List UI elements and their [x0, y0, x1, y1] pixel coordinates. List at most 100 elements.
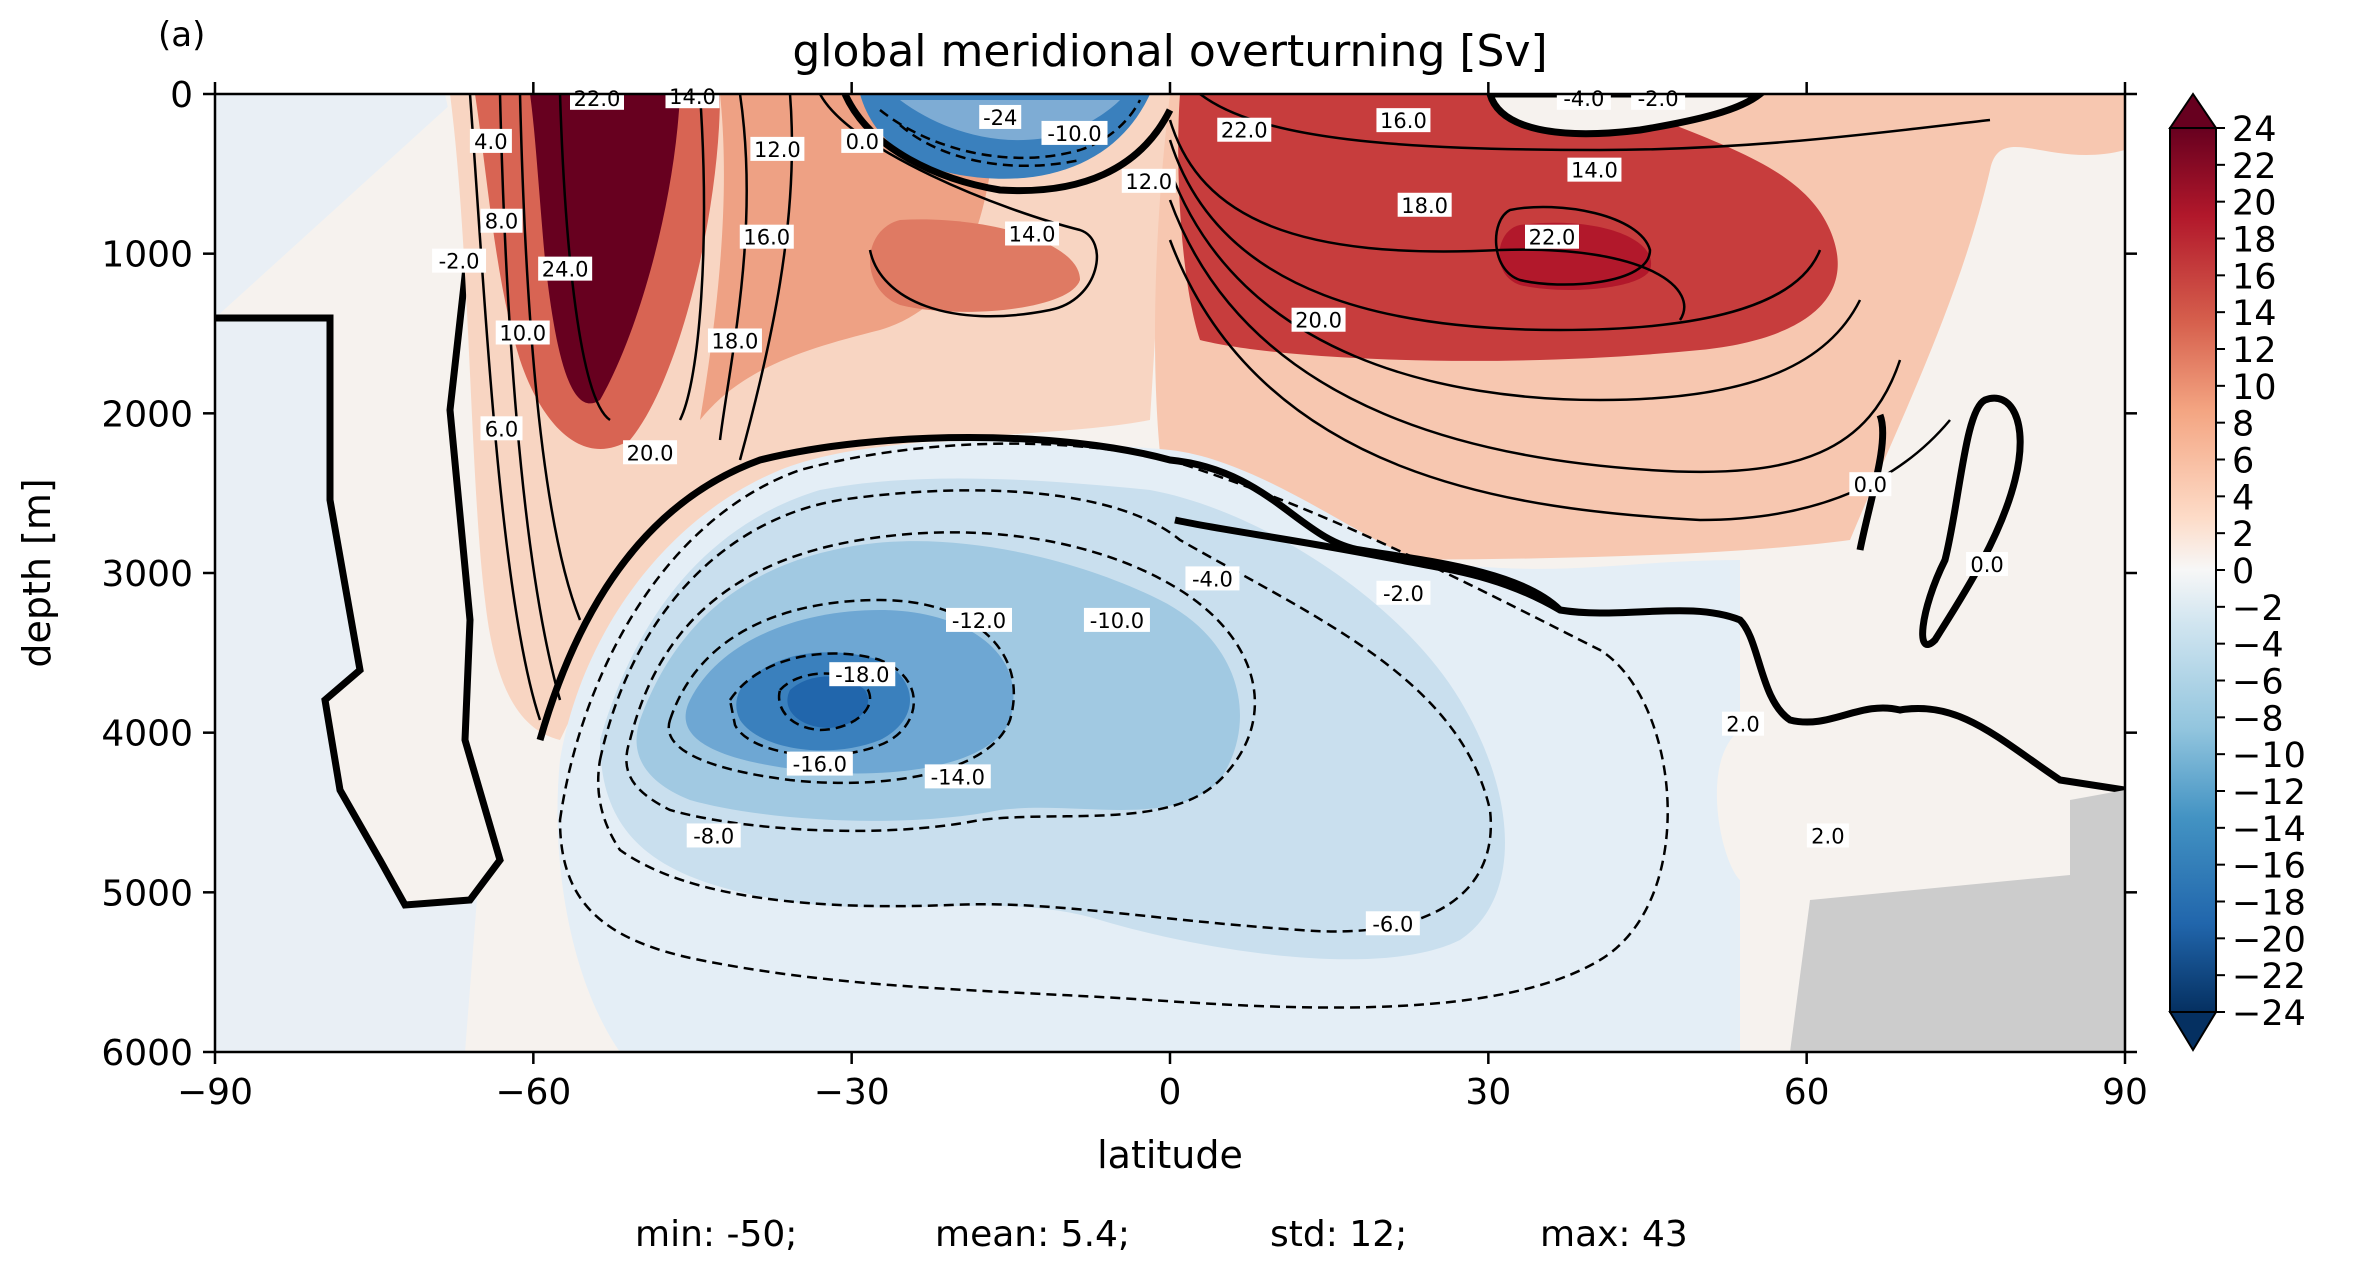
- contour-label-bg: [1376, 108, 1431, 133]
- y-tick-label: 4000: [101, 714, 193, 755]
- x-tick-label: −60: [495, 1072, 571, 1113]
- colorbar-ticks: 242220181614121086420−2−4−6−8−10−12−14−1…: [2216, 110, 2306, 1034]
- colorbar-tick-label: 18: [2232, 221, 2277, 261]
- contour-label-bg: [1631, 85, 1686, 110]
- contour-label-text: 16.0: [743, 226, 790, 250]
- contour-label: -6.0: [1365, 911, 1420, 936]
- contour-label: 0.0: [1849, 472, 1892, 497]
- contour-label: 22.0: [1525, 224, 1579, 250]
- contour-label-text: 24.0: [542, 258, 589, 282]
- contour-label: 16.0: [739, 224, 794, 250]
- stats-footer: min: -50; mean: 5.4; std: 12; max: 43: [635, 1214, 1688, 1255]
- contour-label-bg: [786, 751, 853, 776]
- contour-label: -2.0: [1376, 580, 1431, 606]
- contour-label: 12.0: [750, 136, 805, 162]
- contour-label: 4.0: [469, 128, 512, 154]
- colorbar-tick-label: −2: [2232, 589, 2284, 629]
- contour-label-bg: [946, 607, 1012, 632]
- contour-label-text: 2.0: [1726, 713, 1759, 737]
- colorbar-tick-label: −10: [2232, 736, 2306, 776]
- y-tick-label: 1000: [101, 235, 193, 276]
- x-axis-label: latitude: [1097, 1133, 1243, 1177]
- contour-label-text: 0.0: [1854, 473, 1887, 497]
- x-tick-label: 90: [2102, 1072, 2148, 1113]
- x-tick-label: 0: [1159, 1072, 1182, 1113]
- contour-label-bg: [1806, 823, 1849, 848]
- stat-max: max: 43: [1540, 1214, 1688, 1255]
- contour-label: -4.0: [1556, 85, 1611, 111]
- contour-label: 18.0: [707, 328, 762, 353]
- colorbar-tick-label: 20: [2232, 184, 2277, 224]
- x-tick-label: −90: [177, 1072, 253, 1113]
- colorbar-extend-bottom: [2168, 1011, 2218, 1052]
- colorbar-tick-label: −22: [2232, 957, 2306, 997]
- colorbar-tick-label: 4: [2232, 478, 2254, 518]
- contour-label: -8.0: [686, 823, 741, 848]
- colorbar-tick-label: −6: [2232, 663, 2284, 703]
- contour-label-bg: [924, 764, 991, 789]
- contour-label-text: -14.0: [931, 765, 985, 789]
- colorbar-tick-label: 16: [2232, 257, 2277, 297]
- deep-negative-center: [787, 676, 869, 728]
- colorbar-tick-label: −14: [2232, 810, 2306, 850]
- stat-mean: mean: 5.4;: [935, 1214, 1130, 1255]
- contour-label-text: 18.0: [712, 329, 759, 353]
- colorbar: 242220181614121086420−2−4−6−8−10−12−14−1…: [2168, 92, 2306, 1052]
- contour-label: 24.0: [538, 256, 593, 282]
- colorbar-tick-label: 0: [2232, 552, 2254, 592]
- contour-label-bg: [979, 104, 1022, 129]
- colorbar-tick-label: −16: [2232, 847, 2306, 887]
- contour-label-bg: [1849, 472, 1892, 497]
- colorbar-tick-label: −12: [2232, 773, 2306, 813]
- contour-label: -4.0: [1185, 566, 1240, 591]
- contour-label-bg: [686, 823, 741, 848]
- contour-label: -12.0: [946, 607, 1012, 633]
- contour-label: 14.0: [1567, 157, 1622, 183]
- contour-label: 6.0: [480, 416, 523, 441]
- x-tick-label: 60: [1784, 1072, 1830, 1113]
- colorbar-tick-label: −8: [2232, 699, 2284, 739]
- contour-label-text: 20.0: [627, 441, 674, 465]
- contour-label-text: -24: [983, 106, 1017, 130]
- contour-label-bg: [739, 224, 794, 249]
- contour-label-text: 22.0: [574, 87, 621, 111]
- contour-label-text: 2.0: [1811, 824, 1844, 848]
- contour-label: 2.0: [1722, 711, 1764, 737]
- contour-label-bg: [707, 328, 762, 353]
- southern-deep-red-core: [530, 94, 680, 404]
- contour-label-text: -2.0: [1638, 87, 1679, 111]
- contour-label: -16.0: [786, 751, 853, 777]
- colorbar-tick-label: −4: [2232, 626, 2284, 666]
- y-tick-label: 3000: [101, 554, 193, 595]
- contour-label-bg: [469, 128, 512, 153]
- colorbar-tick-label: 24: [2232, 110, 2277, 150]
- contour-label-bg: [665, 84, 720, 109]
- contour-label: -10.0: [1041, 120, 1108, 146]
- colorbar-body: [2170, 128, 2216, 1012]
- x-tick-label: 30: [1465, 1072, 1511, 1113]
- colorbar-extend-top: [2168, 92, 2218, 129]
- southern-mid-peach: [700, 94, 1000, 420]
- contour-label: -10.0: [1083, 607, 1150, 633]
- contour-label: -18.0: [829, 662, 896, 687]
- contour-label: -14.0: [924, 764, 991, 789]
- tropical-negative-surface: [860, 94, 1150, 179]
- contour-label: 14.0: [665, 84, 720, 109]
- contour-label: -24: [979, 104, 1022, 130]
- stat-std: std: 12;: [1270, 1214, 1407, 1255]
- contour-label-text: -4.0: [1192, 567, 1233, 591]
- contour-label-text: 10.0: [499, 322, 546, 346]
- contour-label-text: 22.0: [1221, 119, 1268, 143]
- contour-label: 22.0: [570, 85, 624, 111]
- x-tick-label: −30: [814, 1072, 890, 1113]
- zero-contour: [536, 434, 1563, 741]
- y-tick-label: 5000: [101, 873, 193, 914]
- contour-label: 20.0: [1291, 307, 1346, 333]
- contour-label-bg: [1567, 157, 1622, 182]
- contour-label-text: 18.0: [1401, 194, 1448, 218]
- contour-label: -2.0: [1631, 85, 1686, 111]
- contour-label-text: -4.0: [1563, 87, 1604, 111]
- contour-label-text: 12.0: [754, 138, 801, 162]
- contour-label-bg: [1041, 120, 1108, 145]
- contour-label-bg: [480, 416, 523, 441]
